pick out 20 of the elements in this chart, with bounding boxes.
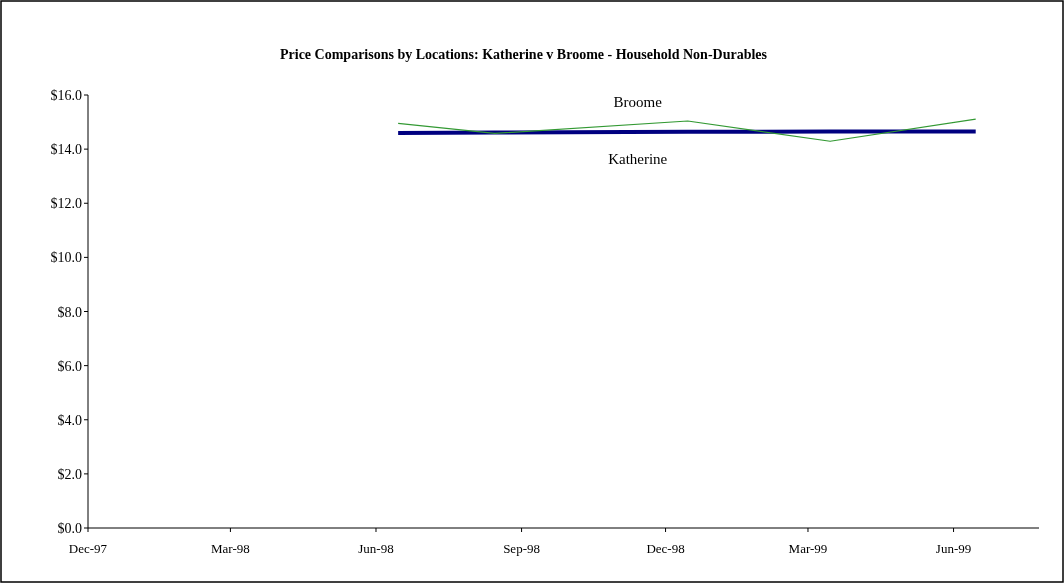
- chart-title: Price Comparisons by Locations: Katherine v Broome - Household Non-Durables: [279, 47, 768, 62]
- y-tick-label: $12.0: [50, 196, 82, 212]
- x-tick-label: Mar-99: [788, 541, 828, 556]
- series-label: Broome: [613, 93, 663, 110]
- x-tick-label: Sep-98: [503, 541, 540, 556]
- y-tick-label: $14.0: [50, 142, 82, 158]
- y-tick-label: $16.0: [50, 88, 82, 103]
- x-tick-label: Dec-98: [646, 541, 685, 556]
- y-tick-label: $6.0: [57, 358, 82, 374]
- x-tick-label: Jun-99: [935, 541, 972, 556]
- line-series: [397, 118, 977, 142]
- series-label: Katherine: [608, 150, 668, 167]
- y-tick-label: $4.0: [57, 412, 82, 428]
- x-tick-label: Mar-98: [211, 541, 250, 556]
- y-tick-label: $8.0: [57, 304, 82, 320]
- y-tick-label: $10.0: [50, 250, 82, 266]
- y-tick-label: $2.0: [57, 466, 82, 482]
- y-tick-label: $0.0: [57, 521, 82, 536]
- x-tick-label: Dec-97: [68, 541, 108, 556]
- x-tick-label: Jun-98: [358, 541, 394, 556]
